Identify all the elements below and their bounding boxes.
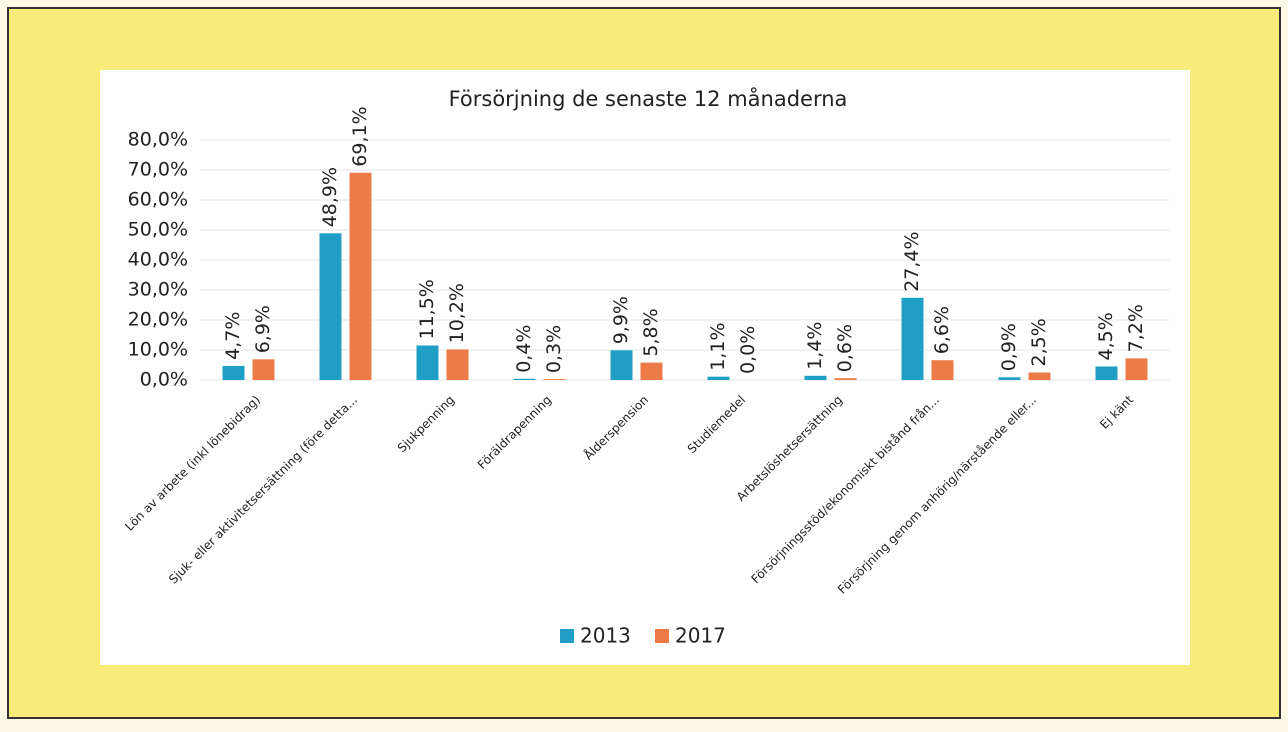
legend-label: 2017 bbox=[675, 624, 726, 648]
bar bbox=[319, 233, 342, 380]
bar bbox=[998, 377, 1021, 380]
value-label: 0,6% bbox=[834, 324, 856, 372]
bar bbox=[707, 376, 730, 380]
bar bbox=[1125, 358, 1148, 380]
bar bbox=[513, 378, 536, 380]
value-label: 69,1% bbox=[349, 106, 371, 166]
value-label: 48,9% bbox=[319, 167, 341, 227]
bar bbox=[901, 297, 924, 380]
bar bbox=[222, 365, 245, 380]
bar bbox=[416, 345, 439, 380]
value-label: 7,2% bbox=[1125, 304, 1147, 352]
y-tick-label: 30,0% bbox=[128, 279, 188, 301]
value-label: 6,9% bbox=[252, 305, 274, 353]
bar bbox=[804, 375, 827, 380]
value-label: 10,2% bbox=[446, 283, 468, 343]
y-tick-label: 20,0% bbox=[128, 309, 188, 331]
value-label: 0,3% bbox=[543, 325, 565, 373]
value-label: 0,9% bbox=[998, 323, 1020, 371]
bar bbox=[610, 350, 633, 380]
y-tick-label: 80,0% bbox=[128, 129, 188, 151]
value-label: 4,7% bbox=[222, 312, 244, 360]
y-tick-label: 60,0% bbox=[128, 189, 188, 211]
bar bbox=[543, 379, 566, 380]
y-tick-label: 0,0% bbox=[140, 369, 188, 391]
value-label: 27,4% bbox=[901, 231, 923, 291]
value-label: 1,4% bbox=[804, 322, 826, 370]
bar bbox=[1028, 372, 1051, 380]
legend-swatch bbox=[655, 629, 669, 643]
bar bbox=[252, 359, 275, 380]
value-label: 0,4% bbox=[513, 325, 535, 373]
bar bbox=[446, 349, 469, 380]
value-label: 1,1% bbox=[707, 322, 729, 370]
bar bbox=[1095, 366, 1118, 380]
chart-title: Försörjning de senaste 12 månaderna bbox=[449, 86, 848, 111]
value-label: 6,6% bbox=[931, 306, 953, 354]
legend-swatch bbox=[560, 629, 574, 643]
y-tick-label: 50,0% bbox=[128, 219, 188, 241]
value-label: 2,5% bbox=[1028, 318, 1050, 366]
value-label: 9,9% bbox=[610, 296, 632, 344]
bar bbox=[834, 378, 857, 380]
value-label: 11,5% bbox=[416, 279, 438, 339]
bar bbox=[931, 360, 954, 380]
value-label: 4,5% bbox=[1095, 312, 1117, 360]
value-label: 0,0% bbox=[737, 326, 759, 374]
bar bbox=[349, 172, 372, 380]
y-tick-label: 10,0% bbox=[128, 339, 188, 361]
bar bbox=[640, 362, 663, 380]
legend-label: 2013 bbox=[580, 624, 631, 648]
y-tick-label: 40,0% bbox=[128, 249, 188, 271]
value-label: 5,8% bbox=[640, 308, 662, 356]
y-tick-label: 70,0% bbox=[128, 159, 188, 181]
